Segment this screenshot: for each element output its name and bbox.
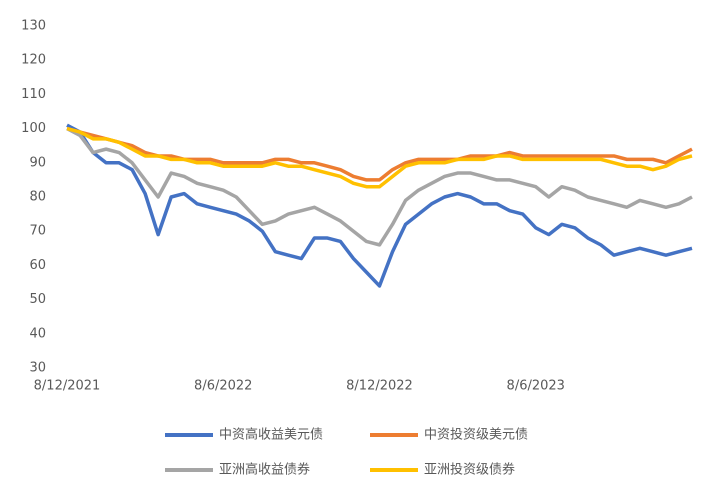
line: [66, 126, 693, 182]
y-tick-label: 60: [29, 258, 46, 273]
y-tick-label: 70: [29, 224, 46, 239]
x-tick-label: 8/6/2023: [507, 379, 565, 394]
y-tick-label: 80: [29, 190, 46, 205]
y-tick-label: 120: [21, 53, 46, 68]
y-tick-label: 30: [29, 361, 46, 376]
line: [66, 126, 693, 189]
x-tick-label: 8/12/2021: [34, 379, 101, 394]
legend-label: 亚洲投资级债券: [424, 462, 515, 478]
legend-label: 中资投资级美元债: [424, 427, 528, 443]
y-tick-label: 110: [21, 87, 46, 102]
line: [66, 127, 693, 247]
x-tick-label: 8/12/2022: [346, 379, 413, 394]
legend-label: 中资高收益美元债: [219, 427, 323, 443]
y-tick-label: 130: [21, 19, 46, 34]
x-tick-label: 8/6/2022: [194, 379, 252, 394]
legend-label: 亚洲高收益债券: [219, 462, 310, 478]
y-tick-label: 90: [29, 155, 46, 170]
y-tick-label: 50: [29, 292, 46, 307]
line: [66, 123, 693, 288]
y-tick-label: 100: [21, 121, 46, 136]
y-tick-label: 40: [29, 326, 46, 341]
